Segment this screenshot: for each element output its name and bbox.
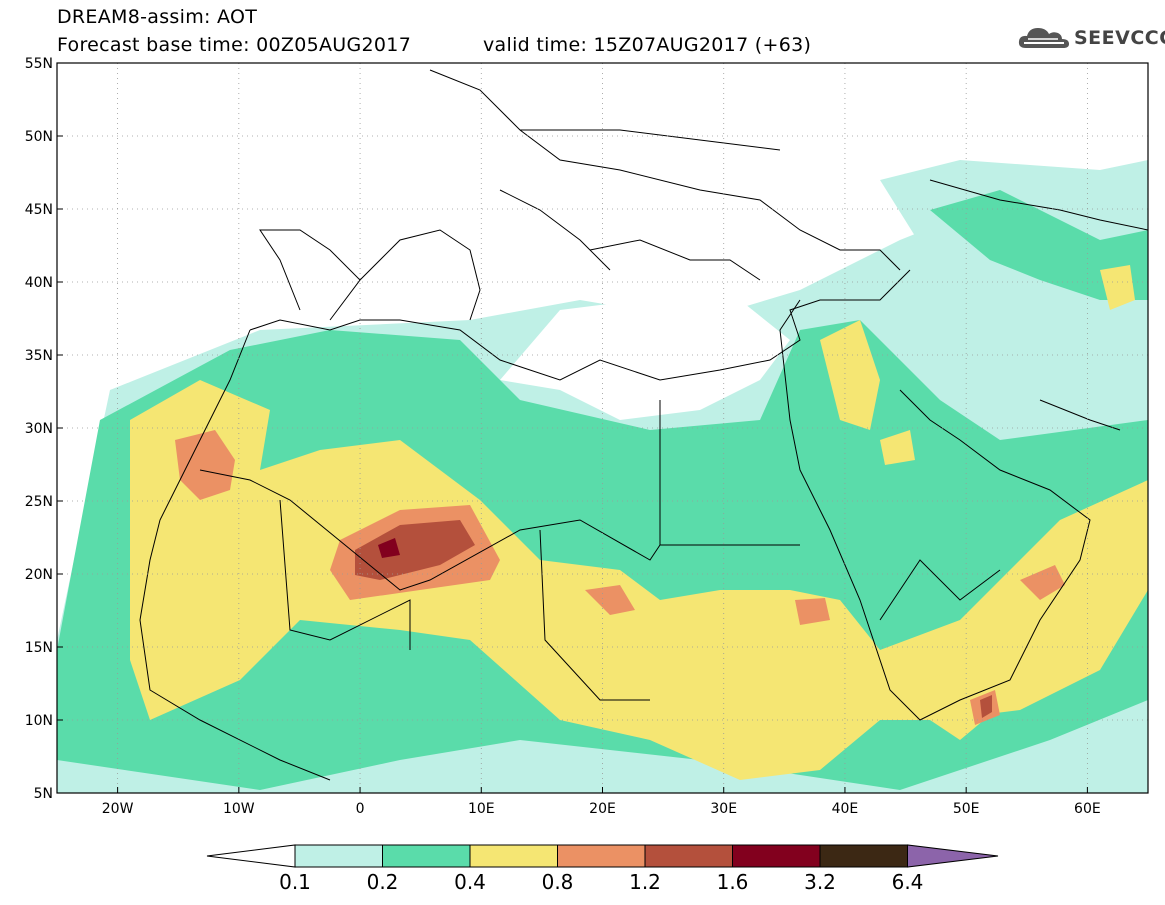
colorbar-box [819,844,908,868]
lat-tick-label: 10N [25,713,53,729]
lon-tick-label: 20W [102,801,134,817]
colorbar-over-arrow [907,844,999,868]
lat-tick-label: 30N [25,421,53,437]
lat-tick-label: 40N [25,275,53,291]
colorbar-box [732,844,821,868]
lon-tick-label: 50E [953,801,980,817]
colorbar-box [557,844,646,868]
lat-tick-label: 25N [25,494,53,510]
seevccc-logo: SEEVCCC [1018,24,1165,52]
lon-tick-label: 10E [468,801,495,817]
colorbar-label: 0.8 [542,870,574,894]
colorbar-under-arrow [206,844,296,868]
colorbar-label: 3.2 [804,870,836,894]
lat-tick-label: 35N [25,348,53,364]
colorbar: 0.1 0.2 0.4 0.8 1.2 1.6 3.2 6.4 [206,844,999,894]
lat-tick-label: 50N [25,129,53,145]
longitude-axis: 20W 10W 0 10E 20E 30E 40E 50E 60E [102,787,1101,817]
colorbar-label: 0.1 [279,870,311,894]
colorbar-box [469,844,558,868]
colorbar-label: 1.2 [629,870,661,894]
colorbar-label: 1.6 [717,870,749,894]
aot-shading [57,160,1148,793]
latitude-axis: 55N 50N 45N 40N 35N 30N 25N 20N 15N 10N 5N [25,56,63,802]
lon-tick-label: 0 [356,801,365,817]
lon-tick-label: 30E [710,801,737,817]
colorbar-label: 0.4 [454,870,486,894]
map-title: DREAM8-assim: AOT [57,6,258,28]
colorbar-label: 0.2 [367,870,399,894]
lon-tick-label: 40E [832,801,859,817]
cloud-icon [1018,28,1069,48]
colorbar-box [294,844,383,868]
lat-tick-label: 55N [25,56,53,72]
graticule [57,63,1148,793]
logo-text: SEEVCCC [1074,27,1165,49]
lat-tick-label: 5N [34,786,53,802]
lon-tick-label: 20E [589,801,616,817]
colorbar-box [382,844,471,868]
coastlines [139,69,1148,781]
forecast-base-time: Forecast base time: 00Z05AUG2017 [57,34,412,56]
lon-tick-label: 10W [223,801,255,817]
colorbar-box [644,844,733,868]
lat-tick-label: 15N [25,640,53,656]
lon-tick-label: 60E [1074,801,1101,817]
colorbar-label: 6.4 [892,870,924,894]
valid-time: valid time: 15Z07AUG2017 (+63) [483,34,812,56]
lat-tick-label: 45N [25,202,53,218]
lat-tick-label: 20N [25,567,53,583]
